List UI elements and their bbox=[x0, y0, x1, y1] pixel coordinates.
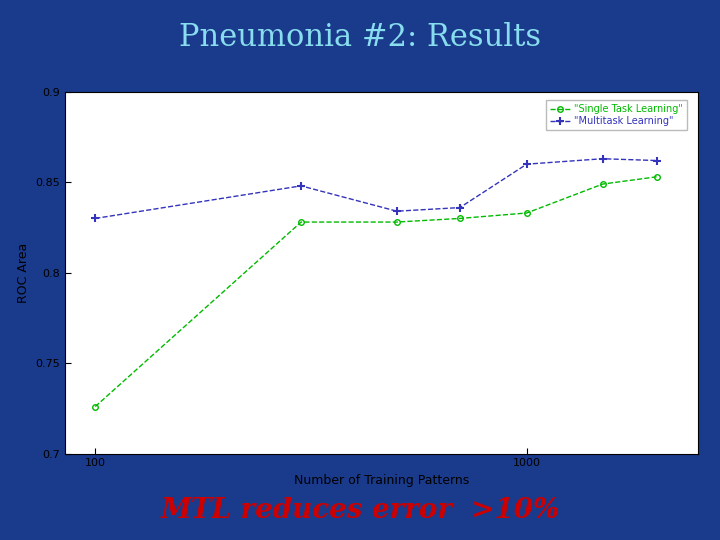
"Multitask Learning" bbox=[91, 215, 99, 221]
"Multitask Learning" bbox=[652, 157, 661, 164]
"Single Task Learning" bbox=[523, 210, 531, 216]
Line: "Multitask Learning": "Multitask Learning" bbox=[91, 154, 661, 222]
"Multitask Learning" bbox=[456, 204, 464, 211]
"Single Task Learning" bbox=[91, 403, 99, 410]
Legend: "Single Task Learning", "Multitask Learning": "Single Task Learning", "Multitask Learn… bbox=[546, 100, 687, 130]
"Multitask Learning" bbox=[392, 208, 401, 214]
"Multitask Learning" bbox=[598, 156, 607, 162]
Text: Pneumonia #2: Results: Pneumonia #2: Results bbox=[179, 22, 541, 53]
X-axis label: Number of Training Patterns: Number of Training Patterns bbox=[294, 474, 469, 487]
"Multitask Learning" bbox=[297, 183, 305, 189]
"Single Task Learning" bbox=[392, 219, 401, 225]
Text: MTL reduces error  >10%: MTL reduces error >10% bbox=[161, 497, 559, 524]
Line: "Single Task Learning": "Single Task Learning" bbox=[92, 174, 660, 409]
Y-axis label: ROC Area: ROC Area bbox=[17, 242, 30, 303]
"Single Task Learning" bbox=[297, 219, 305, 225]
"Single Task Learning" bbox=[456, 215, 464, 221]
"Single Task Learning" bbox=[652, 173, 661, 180]
"Single Task Learning" bbox=[598, 181, 607, 187]
"Multitask Learning" bbox=[523, 161, 531, 167]
